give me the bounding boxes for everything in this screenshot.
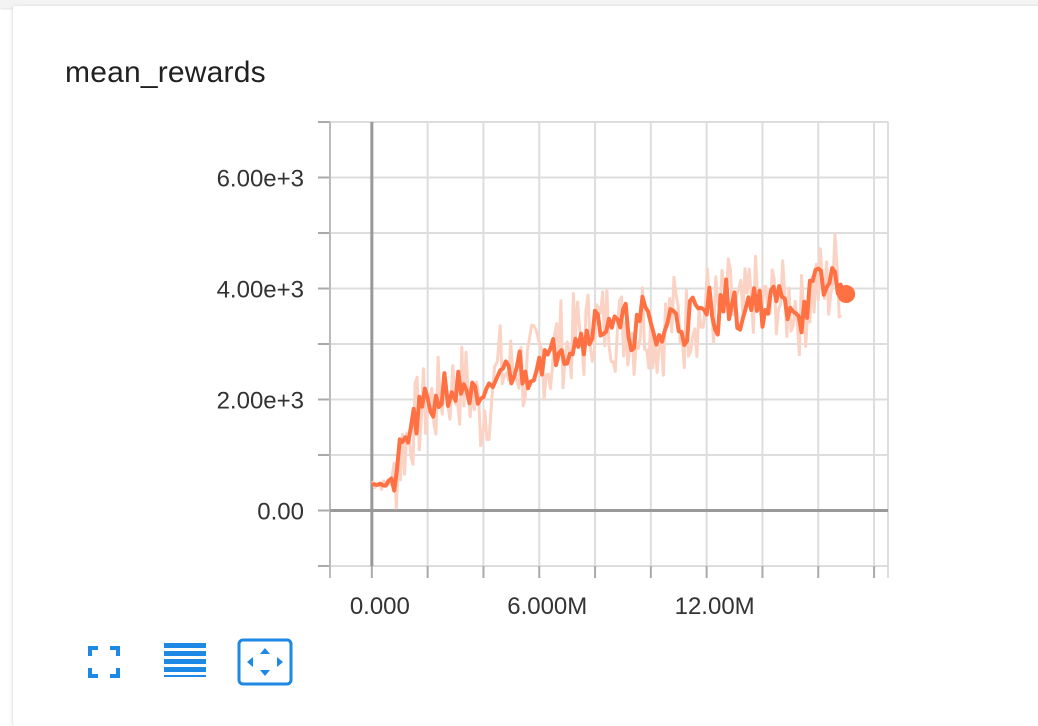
y-tick-label: 4.00e+3 bbox=[217, 277, 304, 304]
chart-title: mean_rewards bbox=[65, 56, 266, 89]
fit-domain-icon bbox=[237, 638, 293, 686]
last-value-marker bbox=[837, 285, 856, 304]
list-lines-icon bbox=[164, 643, 206, 677]
fullscreen-icon bbox=[88, 646, 120, 678]
x-axis-ticks: 0.000 6.000M 12.00M bbox=[350, 593, 755, 620]
y-axis-ticks: 0.00 2.00e+3 4.00e+3 6.00e+3 bbox=[217, 166, 304, 526]
top-bar bbox=[0, 0, 1038, 8]
y-tick-label: 6.00e+3 bbox=[217, 166, 304, 193]
fullscreen-button[interactable] bbox=[79, 640, 129, 684]
mean-rewards-line bbox=[371, 266, 846, 493]
x-tick-label: 12.00M bbox=[675, 593, 755, 620]
raw-series-line bbox=[371, 232, 843, 510]
axes bbox=[329, 122, 889, 578]
y-tick-label: 2.00e+3 bbox=[217, 388, 304, 415]
fit-domain-button[interactable] bbox=[237, 638, 293, 686]
toggle-y-log-button[interactable] bbox=[160, 640, 210, 684]
x-tick-label: 0.000 bbox=[350, 593, 410, 620]
y-tick-label: 0.00 bbox=[257, 499, 304, 526]
series-group bbox=[371, 232, 856, 510]
x-tick-label: 6.000M bbox=[507, 593, 587, 620]
